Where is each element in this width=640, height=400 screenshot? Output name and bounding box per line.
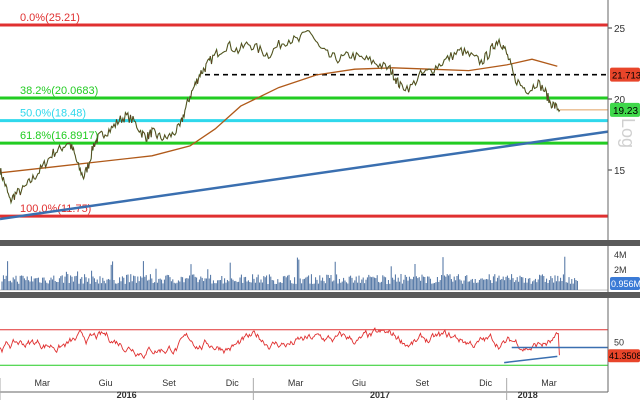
moving-average-line bbox=[0, 58, 558, 174]
x-tick-label-0: Mar bbox=[35, 378, 51, 388]
y-tick-label-1: 20 bbox=[614, 95, 626, 106]
price-panel-divider bbox=[0, 240, 640, 246]
x-tick-label-3: Dic bbox=[226, 378, 239, 388]
x-tick-label-4: Mar bbox=[288, 378, 304, 388]
rsi-line bbox=[0, 327, 560, 360]
y-tick-label-2: 25 bbox=[614, 24, 626, 35]
x-tick-label-6: Set bbox=[416, 378, 430, 388]
resistance-tag bbox=[610, 67, 640, 82]
log-watermark: Log bbox=[618, 118, 638, 148]
fib-label-1: 38.2%(20.0683) bbox=[20, 85, 98, 97]
rsi-last-label: 41.3508 bbox=[609, 351, 640, 361]
x-tick-label-7: Dic bbox=[479, 378, 492, 388]
x-tick-label-8: Mar bbox=[541, 378, 557, 388]
x-axis: Mar Giu Set Dic Mar Giu Set Dic Mar 2016 2017 2018 bbox=[0, 378, 608, 400]
rsi-tick-50: 50 bbox=[614, 338, 624, 348]
volume-last-tag bbox=[610, 277, 640, 290]
x-tick-label-2: Set bbox=[162, 378, 176, 388]
volume-last-label: 0.956M bbox=[611, 279, 640, 289]
rsi-trend-line bbox=[504, 355, 558, 364]
y-tick-label-0: 15 bbox=[614, 166, 626, 177]
fib-label-2: 50.0%(18.48) bbox=[20, 108, 86, 120]
fib-label-4: 100.0%(11.75) bbox=[20, 203, 91, 215]
rsi-panel: 50 41.3508 bbox=[0, 298, 640, 392]
x-tick-label-5: Giu bbox=[352, 378, 366, 388]
rsi-last-tag bbox=[608, 349, 640, 363]
last-price-label: 19.23 bbox=[613, 106, 638, 117]
price-panel: 0.0%(25.21) 38.2%(20.0683) 50.0%(18.48) 61.… bbox=[0, 0, 640, 240]
fib-label-3: 61.8%(16.8917) bbox=[20, 130, 98, 142]
year-label-1: 2017 bbox=[370, 390, 390, 400]
volume-panel-divider bbox=[0, 292, 640, 298]
volume-tick-4m: 4M bbox=[614, 250, 627, 260]
last-price-tag bbox=[610, 102, 640, 117]
fib-label-0: 0.0%(25.21) bbox=[20, 12, 80, 24]
volume-panel: 4M 2M 0.956M bbox=[0, 246, 640, 292]
trendline bbox=[0, 130, 609, 221]
year-label-0: 2016 bbox=[117, 390, 137, 400]
year-label-2: 2018 bbox=[518, 390, 538, 400]
x-tick-label-1: Giu bbox=[99, 378, 113, 388]
volume-tick-2m: 2M bbox=[614, 265, 627, 275]
price-line-black bbox=[0, 30, 561, 204]
